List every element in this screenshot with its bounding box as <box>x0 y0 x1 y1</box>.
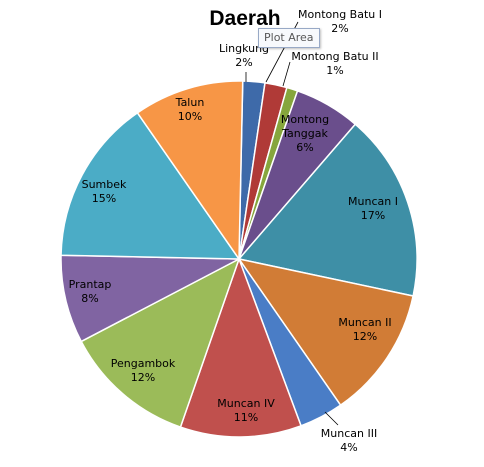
chart-title: Daerah <box>209 7 281 30</box>
leader-line <box>282 61 291 87</box>
pie-slice-muncan-iv[interactable] <box>179 256 303 438</box>
slice-label: Prantap 8% <box>69 278 112 305</box>
slice-label: Montong Batu I 2% <box>298 8 382 35</box>
slice-label: Lingkung 2% <box>219 42 269 69</box>
pie-slice-pengambok[interactable] <box>80 257 241 429</box>
slice-label: Muncan II 12% <box>338 316 391 343</box>
pie-slice-prantap[interactable] <box>60 254 240 343</box>
slice-label: Talun 10% <box>175 96 205 123</box>
slice-label: Muncan I 17% <box>348 195 398 222</box>
slice-label: Muncan III 4% <box>321 427 377 454</box>
pie-slice-talun[interactable] <box>136 80 244 262</box>
slice-label: Montong Batu II 1% <box>291 50 378 77</box>
leader-line <box>324 411 339 426</box>
slice-label: Pengambok 12% <box>111 357 176 384</box>
pie-slice-sumbek[interactable] <box>60 111 241 260</box>
plot-area-tooltip: Plot Area <box>258 28 320 48</box>
slice-label: Muncan IV 11% <box>217 397 275 424</box>
slice-label: Montong Tanggak 6% <box>281 113 329 154</box>
pie-slice-muncan-ii[interactable] <box>237 257 414 407</box>
pie-slice-muncan-i[interactable] <box>237 123 418 297</box>
slice-label: Sumbek 15% <box>82 178 127 205</box>
